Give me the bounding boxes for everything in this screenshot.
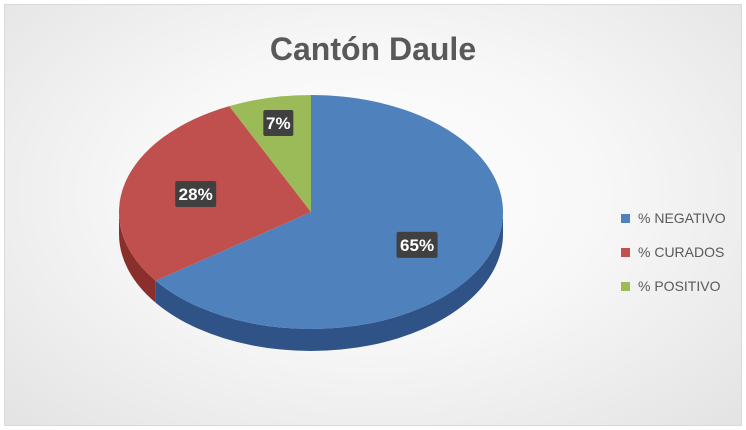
legend-item-positivo: % POSITIVO	[621, 277, 726, 295]
data-label-text: 65%	[400, 236, 434, 255]
legend-label: % POSITIVO	[638, 278, 721, 294]
legend-label: % CURADOS	[638, 244, 725, 260]
pie-side-1	[119, 212, 156, 303]
pie-slice-0	[155, 95, 503, 330]
chart-title: Cantón Daule	[269, 31, 477, 67]
legend: % NEGATIVO % CURADOS % POSITIVO	[621, 209, 726, 311]
data-label-1: 28%	[175, 180, 217, 207]
data-label-bg	[396, 231, 438, 258]
data-label-0: 65%	[396, 231, 438, 258]
pie-sides	[119, 212, 503, 352]
data-label-bg	[175, 180, 217, 207]
legend-swatch	[621, 213, 630, 223]
data-label-2: 7%	[263, 109, 294, 136]
legend-item-curados: % CURADOS	[621, 243, 726, 261]
legend-swatch	[621, 281, 630, 291]
pie-labels: 65% 28% 7%	[175, 109, 438, 258]
pie-chart: 65% 28% 7%	[118, 95, 503, 352]
pie-top	[118, 95, 503, 330]
legend-swatch	[621, 247, 630, 257]
data-label-bg	[263, 109, 294, 136]
data-label-text: 28%	[179, 185, 213, 204]
legend-item-negativo: % NEGATIVO	[621, 209, 726, 227]
legend-label: % NEGATIVO	[638, 210, 726, 226]
data-label-text: 7%	[266, 114, 291, 133]
chart-area: Cantón Daule 65% 28% 7% % NEGATIVO % CURAD…	[4, 4, 742, 426]
pie-side-0	[155, 212, 503, 352]
